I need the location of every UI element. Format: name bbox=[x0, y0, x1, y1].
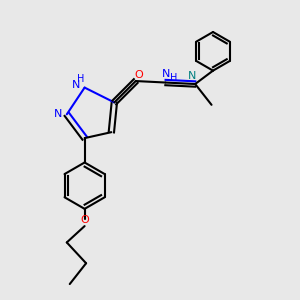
Text: O: O bbox=[134, 70, 143, 80]
Text: N: N bbox=[188, 71, 196, 81]
Text: N: N bbox=[54, 109, 62, 119]
Text: N: N bbox=[72, 80, 80, 90]
Text: H: H bbox=[170, 74, 178, 83]
Text: O: O bbox=[80, 215, 89, 225]
Text: N: N bbox=[162, 69, 170, 79]
Text: H: H bbox=[77, 74, 85, 84]
